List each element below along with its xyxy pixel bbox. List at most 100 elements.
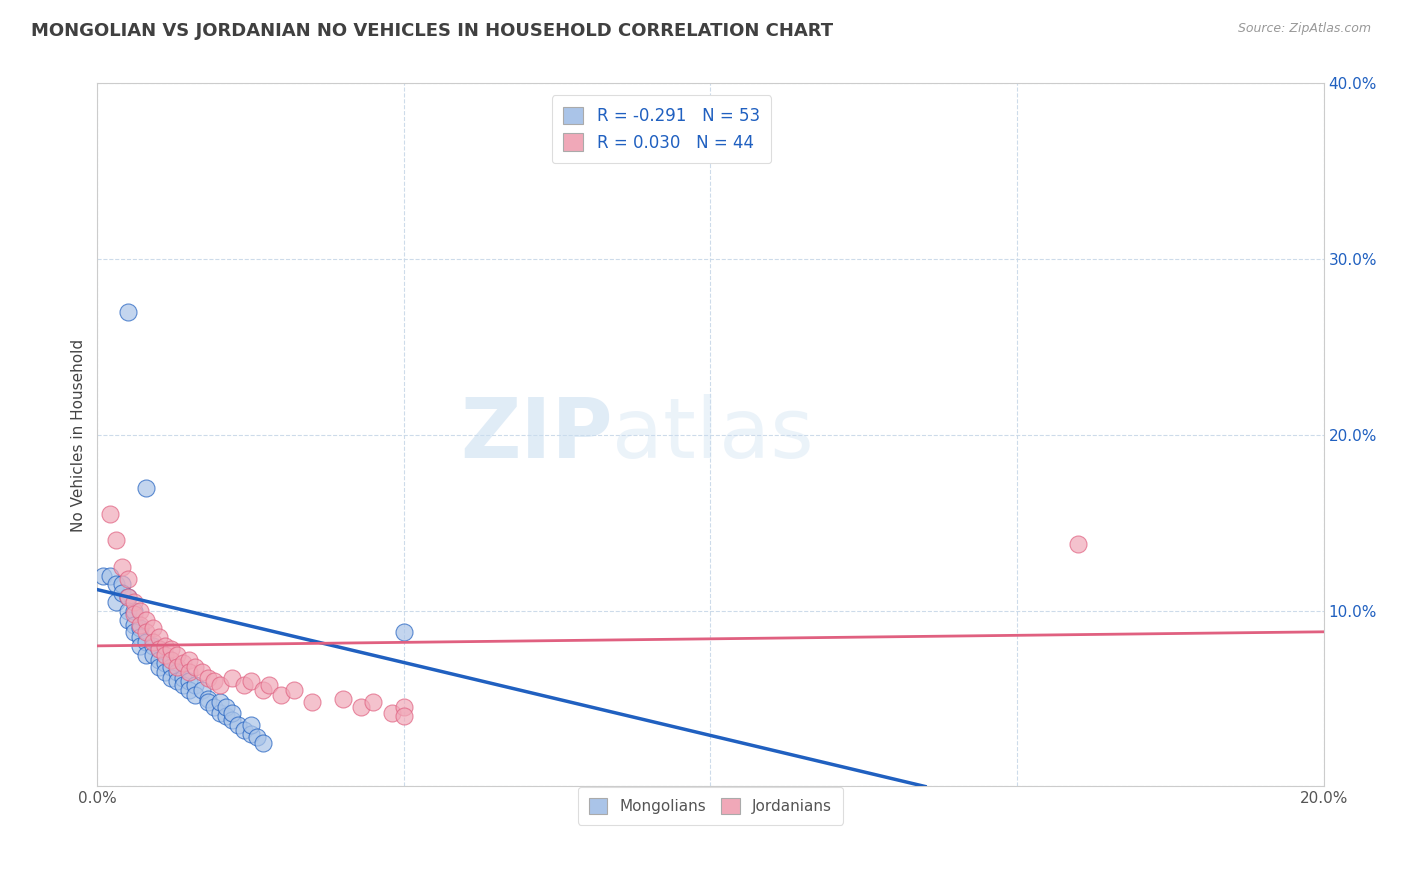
Point xyxy=(392,700,415,714)
Point xyxy=(129,604,152,618)
Point xyxy=(239,727,262,741)
Point xyxy=(172,671,194,685)
Point xyxy=(148,642,170,657)
Text: ZIP: ZIP xyxy=(460,394,613,475)
Point xyxy=(153,665,176,680)
Point xyxy=(117,590,139,604)
Point xyxy=(160,671,183,685)
Point xyxy=(129,617,152,632)
Point xyxy=(392,624,415,639)
Point xyxy=(98,507,121,521)
Point xyxy=(141,635,163,649)
Point xyxy=(93,568,115,582)
Point xyxy=(221,713,243,727)
Point xyxy=(215,700,238,714)
Point xyxy=(172,677,194,691)
Point xyxy=(117,572,139,586)
Point xyxy=(117,604,139,618)
Point xyxy=(104,533,127,548)
Point xyxy=(148,653,170,667)
Point xyxy=(129,630,152,644)
Point xyxy=(252,735,274,749)
Point xyxy=(148,642,170,657)
Point xyxy=(179,682,201,697)
Point xyxy=(111,577,134,591)
Point xyxy=(184,688,207,702)
Point xyxy=(129,621,152,635)
Point xyxy=(202,673,225,688)
Point xyxy=(252,682,274,697)
Point xyxy=(166,660,188,674)
Text: atlas: atlas xyxy=(613,394,814,475)
Point xyxy=(141,648,163,662)
Point xyxy=(239,718,262,732)
Point xyxy=(221,671,243,685)
Point xyxy=(122,617,145,632)
Point xyxy=(135,624,157,639)
Point xyxy=(228,718,250,732)
Point xyxy=(179,653,201,667)
Point xyxy=(190,665,212,680)
Text: Source: ZipAtlas.com: Source: ZipAtlas.com xyxy=(1237,22,1371,36)
Y-axis label: No Vehicles in Household: No Vehicles in Household xyxy=(72,338,86,532)
Point xyxy=(233,723,256,738)
Point xyxy=(122,595,145,609)
Point xyxy=(381,706,404,720)
Point xyxy=(148,630,170,644)
Point xyxy=(233,677,256,691)
Point xyxy=(166,665,188,680)
Point xyxy=(202,700,225,714)
Point xyxy=(208,706,231,720)
Point xyxy=(117,613,139,627)
Point xyxy=(104,595,127,609)
Text: MONGOLIAN VS JORDANIAN NO VEHICLES IN HOUSEHOLD CORRELATION CHART: MONGOLIAN VS JORDANIAN NO VEHICLES IN HO… xyxy=(31,22,834,40)
Point xyxy=(1067,537,1090,551)
Point xyxy=(122,624,145,639)
Point xyxy=(172,657,194,671)
Point xyxy=(141,621,163,635)
Point xyxy=(153,657,176,671)
Point xyxy=(135,648,157,662)
Point xyxy=(332,691,354,706)
Point xyxy=(135,613,157,627)
Legend: Mongolians, Jordanians: Mongolians, Jordanians xyxy=(578,787,842,824)
Point xyxy=(160,642,183,657)
Point xyxy=(111,586,134,600)
Point xyxy=(179,665,201,680)
Point xyxy=(392,709,415,723)
Point xyxy=(350,700,373,714)
Point xyxy=(197,691,219,706)
Point xyxy=(361,695,384,709)
Point xyxy=(135,481,157,495)
Point xyxy=(184,677,207,691)
Point xyxy=(184,660,207,674)
Point xyxy=(153,639,176,653)
Point xyxy=(208,677,231,691)
Point xyxy=(208,695,231,709)
Point xyxy=(98,568,121,582)
Point xyxy=(111,559,134,574)
Point xyxy=(117,305,139,319)
Point xyxy=(270,688,292,702)
Point xyxy=(301,695,323,709)
Point xyxy=(215,709,238,723)
Point xyxy=(117,590,139,604)
Point xyxy=(129,639,152,653)
Point xyxy=(239,673,262,688)
Point xyxy=(197,695,219,709)
Point xyxy=(153,648,176,662)
Point xyxy=(104,577,127,591)
Point xyxy=(179,673,201,688)
Point xyxy=(246,731,269,745)
Point xyxy=(257,677,280,691)
Point xyxy=(160,653,183,667)
Point xyxy=(166,648,188,662)
Point xyxy=(135,635,157,649)
Point xyxy=(122,604,145,618)
Point xyxy=(148,660,170,674)
Point xyxy=(141,639,163,653)
Point xyxy=(160,660,183,674)
Point xyxy=(221,706,243,720)
Point xyxy=(197,671,219,685)
Point xyxy=(283,682,305,697)
